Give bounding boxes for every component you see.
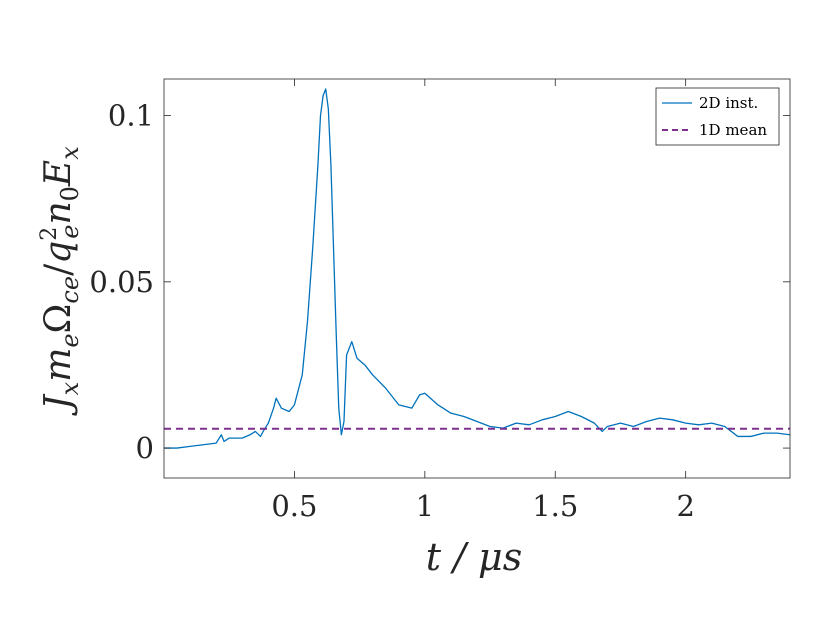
series-line-2d-inst [164, 88, 790, 449]
legend-box [655, 87, 780, 146]
series-layer [164, 88, 790, 449]
y-axis-label: JxmeΩce/q2en0Ex [37, 146, 84, 417]
legend: 2D inst. 1D mean [655, 87, 780, 146]
x-tick-label: 0.5 [271, 489, 317, 523]
x-axis-label: t / μs [426, 535, 522, 579]
y-tick-label: 0 [136, 431, 154, 465]
x-tick-label: 2 [676, 489, 694, 523]
axes-box [163, 78, 791, 479]
x-tick-label: 1.5 [532, 489, 578, 523]
x-tick-label: 1 [416, 489, 434, 523]
svg-text:JxmeΩce/q2en0Ex: JxmeΩce/q2en0Ex [37, 146, 84, 417]
plot-area [164, 79, 790, 478]
legend-label-2d-inst: 2D inst. [699, 94, 758, 112]
ticks-layer: 0.5 1 1.5 2 0 0.05 0.1 [89, 79, 790, 523]
legend-label-1d-mean: 1D mean [699, 121, 767, 139]
y-tick-label: 0.1 [108, 99, 154, 133]
y-tick-label: 0.05 [89, 265, 154, 299]
series-group [164, 88, 790, 449]
